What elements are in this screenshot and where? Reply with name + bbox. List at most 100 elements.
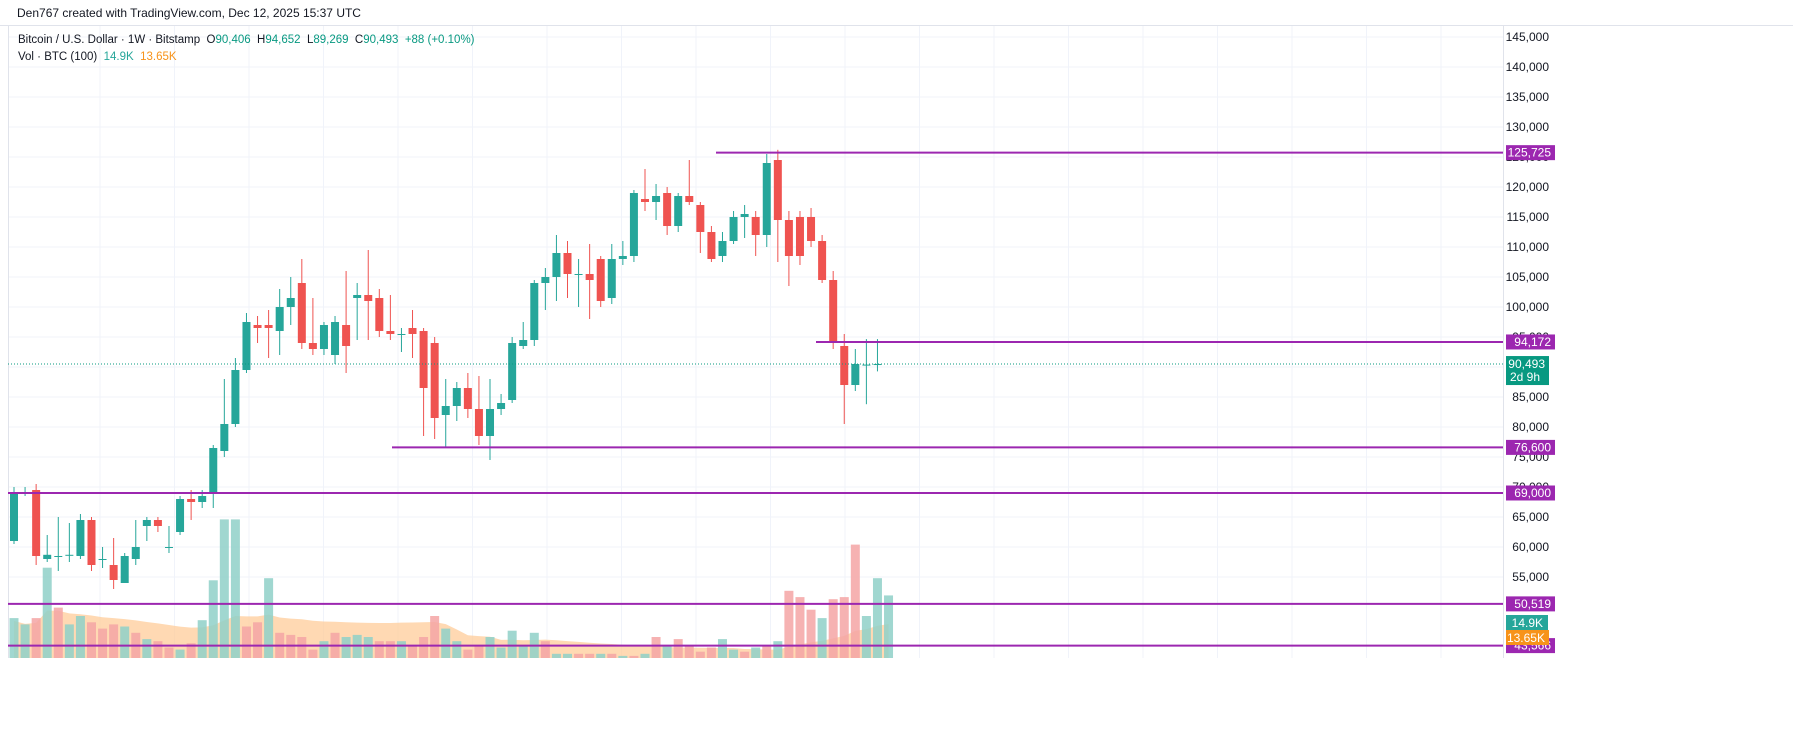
volume-bar	[31, 618, 41, 658]
open-value: 90,406	[215, 34, 251, 46]
volume-bar	[717, 639, 727, 658]
candle-body	[76, 520, 85, 556]
candle-body	[784, 220, 793, 256]
volume-bar	[175, 649, 185, 658]
volume-bar	[120, 626, 130, 658]
volume-bar	[86, 622, 96, 658]
volume-bar	[706, 647, 716, 658]
volume-bar	[629, 655, 639, 658]
volume-bar	[319, 641, 329, 658]
candle-body	[342, 325, 351, 346]
level-badge	[1506, 334, 1555, 350]
volume-bar	[186, 643, 196, 658]
credit-text: Den767 created with TradingView.com, Dec…	[17, 6, 361, 20]
y-tick-label: 65,000	[1512, 510, 1549, 524]
level-badge-label: 125,725	[1508, 146, 1552, 160]
candle-body	[751, 217, 760, 235]
y-tick-label: 120,000	[1506, 180, 1550, 194]
y-tick-label: 115,000	[1507, 210, 1550, 224]
candle-body	[65, 554, 74, 556]
volume-bar	[540, 641, 550, 658]
candle-body	[795, 217, 804, 256]
high-value: 94,652	[265, 34, 301, 46]
volume-bar	[651, 637, 661, 658]
candle-body	[563, 253, 572, 274]
candle-body	[142, 520, 151, 526]
candle-body	[829, 280, 838, 343]
volume-label[interactable]: Vol · BTC (100)	[18, 51, 98, 63]
change-value: +88 (+0.10%)	[404, 34, 475, 46]
candle-body	[209, 448, 218, 493]
volume-bar	[9, 618, 19, 658]
candle-body	[663, 193, 672, 226]
candle-body	[762, 163, 771, 235]
low-value: 89,269	[313, 34, 349, 46]
candle-body	[574, 274, 583, 275]
volume-bar	[773, 641, 783, 658]
volume-bar	[408, 645, 418, 658]
volume-bar	[463, 649, 473, 658]
candle-body	[474, 409, 483, 436]
header-credit: Den767 created with TradingView.com, Dec…	[0, 0, 1793, 26]
candle-body	[375, 298, 384, 331]
candle-body	[120, 556, 129, 583]
volume-bar	[474, 645, 484, 658]
volume-bar	[662, 645, 672, 658]
high-label: H	[257, 34, 266, 46]
volume-bar	[817, 618, 827, 658]
volume-bar	[872, 578, 882, 658]
y-tick-label: 110,000	[1507, 240, 1550, 254]
countdown-label: 2d 9h	[1510, 370, 1540, 384]
candle-body	[530, 283, 539, 340]
candle-body	[430, 343, 439, 418]
y-tick-label: 55,000	[1512, 570, 1549, 584]
volume-bar	[684, 645, 694, 658]
candle-body	[740, 214, 749, 217]
volume-bar	[751, 647, 761, 658]
symbol-name[interactable]: Bitcoin / U.S. Dollar · 1W · Bitstamp	[18, 34, 201, 46]
volume-bar	[618, 655, 628, 658]
candle-body	[585, 274, 594, 280]
volume-bar	[142, 639, 152, 658]
candle-body	[463, 388, 472, 409]
volume-bar	[806, 609, 816, 658]
candle-body	[652, 196, 661, 202]
candle-body	[176, 499, 185, 532]
level-badge-label: 50,519	[1514, 597, 1551, 611]
volume-badge	[1506, 615, 1548, 630]
close-label: C	[354, 34, 364, 46]
volume-bar	[374, 641, 384, 658]
volume-bar	[839, 597, 849, 658]
volume-bar	[419, 637, 429, 658]
candle-body	[10, 493, 18, 541]
y-tick-label: 145,000	[1506, 30, 1550, 44]
volume-bar	[64, 624, 74, 658]
volume-bar	[507, 630, 517, 658]
candle-body	[674, 196, 683, 226]
y-tick-label: 60,000	[1512, 540, 1549, 554]
candle-body	[773, 160, 782, 220]
volume-ma-badge-label: 13.65K	[1507, 631, 1545, 645]
candle-body	[519, 340, 528, 346]
candle-body	[397, 334, 406, 335]
symbol-legend[interactable]: Bitcoin / U.S. Dollar · 1W · Bitstamp O9…	[18, 34, 475, 46]
candle-body	[851, 364, 860, 385]
candle-body	[729, 217, 738, 241]
volume-badge-label: 14.9K	[1512, 616, 1543, 630]
candle-body	[153, 520, 162, 526]
volume-bar	[607, 653, 617, 658]
volume-bar	[563, 653, 572, 658]
candle-body	[807, 217, 816, 241]
volume-bar	[695, 651, 705, 658]
candle-body	[640, 199, 649, 202]
low-label: L	[306, 34, 314, 46]
y-tick-label: 130,000	[1506, 120, 1550, 134]
volume-bar	[297, 637, 307, 658]
volume-bar	[518, 645, 528, 658]
candle-body	[497, 403, 506, 409]
candle-body	[840, 346, 849, 385]
candle-body	[353, 295, 362, 298]
volume-bar	[496, 647, 506, 658]
volume-legend[interactable]: Vol · BTC (100) 14.9K 13.65K	[18, 51, 177, 63]
